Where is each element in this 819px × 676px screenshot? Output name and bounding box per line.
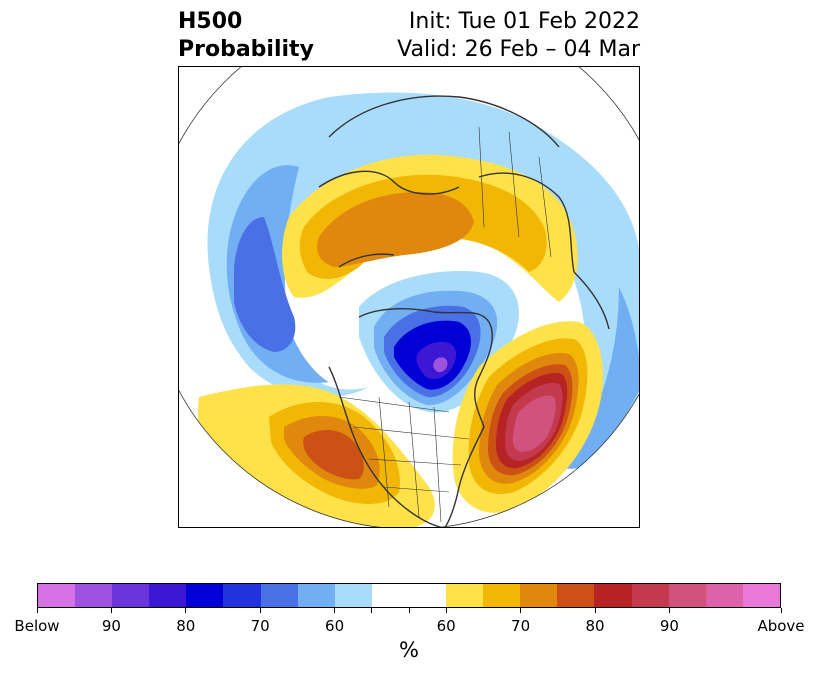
init-date: Init: Tue 01 Feb 2022 [408,9,640,34]
colorbar-swatch-14 [557,584,595,607]
colorbar-tick-label: Above [757,617,805,635]
colorbar-tick-label: 80 [585,617,605,635]
colorbar-swatch-12 [483,584,521,607]
colorbar-swatch-16 [631,584,669,607]
colorbar-swatch-2 [112,584,150,607]
colorbar-swatch-6 [260,584,298,607]
colorbar-swatch-11 [446,584,484,607]
above-region-west-us-deep [303,430,364,480]
colorbar-tick-label: 80 [176,617,196,635]
product-label: Probability [178,37,314,62]
below-region-hudson-core [433,357,448,373]
chart-subtitle: Init: Tue 01 Feb 2022 Valid: 26 Feb – 04… [397,8,640,64]
colorbar-swatch-7 [297,584,335,607]
colorbar-tickmark [259,608,261,613]
colorbar-swatch-5 [223,584,261,607]
polar-stereographic-map [179,67,639,527]
colorbar-tickmark [594,608,596,613]
colorbar-tickmark [408,608,410,613]
colorbar-swatch-3 [149,584,187,607]
colorbar-tick-label: 60 [436,617,456,635]
colorbar-tick-label: 90 [101,617,121,635]
colorbar-swatch-19 [742,584,780,607]
colorbar-swatch-18 [705,584,743,607]
colorbar-unit: % [399,638,419,662]
colorbar-tickmark [185,608,187,613]
colorbar-tickmark [520,608,522,613]
colorbar-swatch-4 [186,584,224,607]
probability-map [178,66,640,528]
above-region-arctic-strong [317,192,474,267]
below-region-east [564,287,639,469]
colorbar-swatch-10 [408,584,447,607]
chart-title: H500 Probability [178,8,314,64]
colorbar-tickmark [110,608,112,613]
colorbar-tickmark [371,608,373,613]
colorbar-tick-label: Below [14,617,60,635]
coastlines [318,95,610,527]
colorbar-swatch-17 [668,584,706,607]
colorbar-swatch-8 [334,584,372,607]
colorbar [37,583,781,608]
colorbar-tickmark [668,608,670,613]
colorbar-tick-label: 70 [250,617,270,635]
colorbar-swatch-1 [75,584,113,607]
colorbar-swatch-9 [371,584,409,607]
colorbar-tickmark [445,608,447,613]
political-borders [338,126,552,523]
colorbar-swatch-15 [594,584,632,607]
valid-range: Valid: 26 Feb – 04 Mar [397,37,640,62]
above-region-atlantic-pink [512,395,556,452]
colorbar-tick-label: 70 [511,617,531,635]
colorbar-tickmark [334,608,336,613]
colorbar-tick-label: 90 [659,617,679,635]
colorbar-tickmark [36,608,38,613]
variable-label: H500 [178,9,243,34]
below-region-west-strong [234,217,296,352]
colorbar-swatch-13 [520,584,558,607]
colorbar-tickmark [780,608,782,613]
colorbar-swatch-0 [38,584,76,607]
colorbar-tick-label: 60 [325,617,345,635]
